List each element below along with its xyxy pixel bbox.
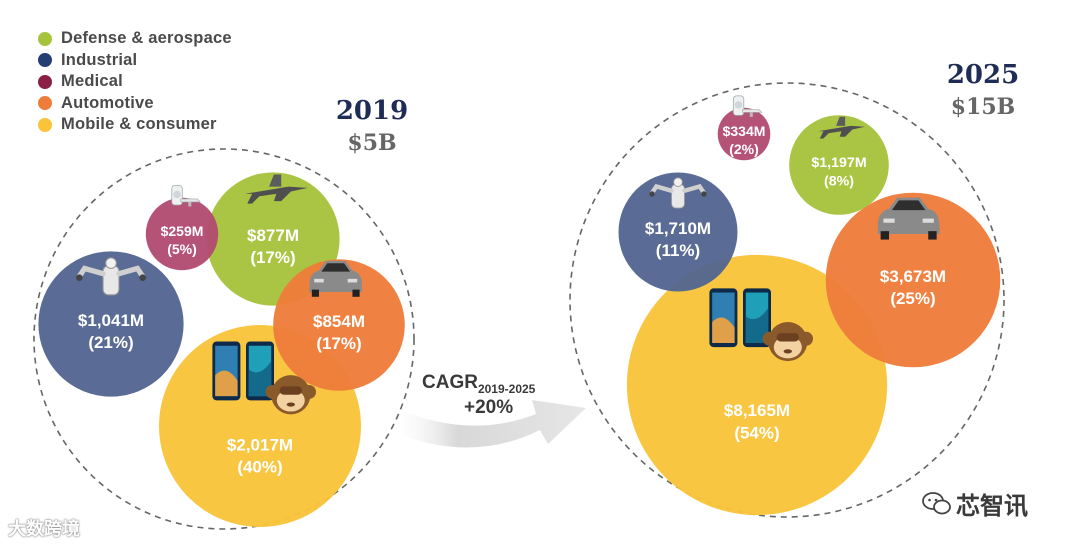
legend: Defense & aerospace Industrial Medical A…	[38, 28, 232, 136]
container-2019	[33, 148, 415, 530]
year-2019-title: 2019	[335, 96, 409, 126]
legend-label: Automotive	[61, 93, 154, 112]
car-icon	[309, 260, 363, 297]
bubble-2025-medical	[717, 107, 771, 161]
legend-label: Medical	[61, 72, 123, 91]
bubble-2019-automotive	[273, 259, 405, 391]
bubble-value-label: $2,017M	[227, 435, 293, 454]
legend-swatch	[38, 117, 52, 132]
legend-swatch	[38, 96, 52, 111]
bubble-share-label: (17%)	[250, 248, 295, 267]
smartphones-monkey-emoji-icon	[709, 288, 813, 362]
bubble-value-label: $1,041M	[78, 311, 144, 330]
bubble-2025-defense-aerospace	[789, 115, 889, 215]
cagr-label: CAGR2019-2025	[422, 372, 536, 396]
bubble-share-label: (40%)	[237, 457, 282, 476]
smartphone-icon	[743, 288, 771, 348]
smartphone-icon	[212, 341, 241, 401]
robot-arms-icon	[649, 177, 707, 209]
ct-scanner-icon	[171, 185, 202, 207]
year-2025-total: $15B	[950, 94, 1016, 120]
smartphone-icon	[246, 341, 274, 401]
ct-scanner-icon	[732, 95, 763, 117]
legend-swatch	[38, 53, 52, 68]
wechat-icon	[922, 491, 951, 514]
legend-swatch	[38, 74, 52, 89]
legend-item-mobile: Mobile & consumer	[38, 114, 232, 136]
legend-label: Industrial	[61, 50, 138, 69]
cagr-value: +20%	[464, 397, 513, 418]
monkey-emoji-icon	[265, 375, 316, 415]
monkey-emoji-icon	[762, 321, 813, 362]
bubbles-2025	[618, 107, 1001, 516]
bubble-share-label: (2%)	[729, 141, 759, 157]
fighter-jet-icon	[817, 116, 866, 139]
legend-item-industrial: Industrial	[38, 50, 232, 72]
car-icon	[877, 197, 940, 240]
bubble-share-label: (5%)	[167, 241, 197, 257]
bubble-value-label: $1,197M	[811, 155, 866, 171]
bubble-2025-automotive	[825, 192, 1001, 368]
bubble-2019-medical	[145, 197, 219, 271]
bubble-value-label: $3,673M	[880, 267, 946, 286]
bubble-value-label: $854M	[313, 312, 365, 331]
legend-item-defense: Defense & aerospace	[38, 28, 232, 50]
bubble-labels: $2,017M (40%) $1,041M (21%) $877M (17%) $854M (…	[78, 123, 946, 476]
robot-arms-icon	[76, 257, 146, 296]
bubble-value-label: $1,710M	[645, 219, 711, 238]
bubble-value-label: $259M	[161, 223, 204, 239]
legend-item-medical: Medical	[38, 71, 232, 93]
cagr-arrow	[388, 400, 586, 448]
bubble-share-label: (25%)	[890, 289, 935, 308]
bubble-value-label: $8,165M	[724, 401, 790, 420]
bubble-share-label: (11%)	[656, 241, 700, 260]
fighter-jet-icon	[244, 174, 308, 204]
year-2025-title: 2025	[946, 60, 1020, 90]
bubble-value-label: $334M	[723, 123, 766, 139]
smartphone-icon	[709, 288, 738, 348]
smartphones-monkey-emoji-icon	[212, 341, 316, 415]
bubble-2025-mobile-consumer	[626, 254, 888, 516]
watermark-right-text: 芯智讯	[956, 492, 1028, 520]
legend-label: Mobile & consumer	[61, 115, 217, 134]
watermark-right: 芯智讯	[922, 486, 1028, 521]
container-2025	[569, 82, 1005, 518]
year-2019-total: $5B	[347, 130, 397, 156]
legend-swatch	[38, 31, 52, 46]
bubble-icons	[76, 95, 940, 415]
bubbles-2019	[38, 172, 405, 527]
bubble-share-label: (17%)	[316, 334, 361, 353]
legend-label: Defense & aerospace	[61, 29, 232, 48]
watermark-left: 大数跨境	[8, 519, 80, 539]
bubble-2019-industrial	[38, 251, 184, 397]
bubble-value-label: $877M	[247, 226, 299, 245]
legend-item-automotive: Automotive	[38, 93, 232, 115]
bubble-share-label: (21%)	[88, 333, 133, 352]
bubble-2025-industrial	[618, 172, 738, 292]
bubble-share-label: (54%)	[734, 423, 779, 442]
bubble-share-label: (8%)	[824, 174, 854, 190]
